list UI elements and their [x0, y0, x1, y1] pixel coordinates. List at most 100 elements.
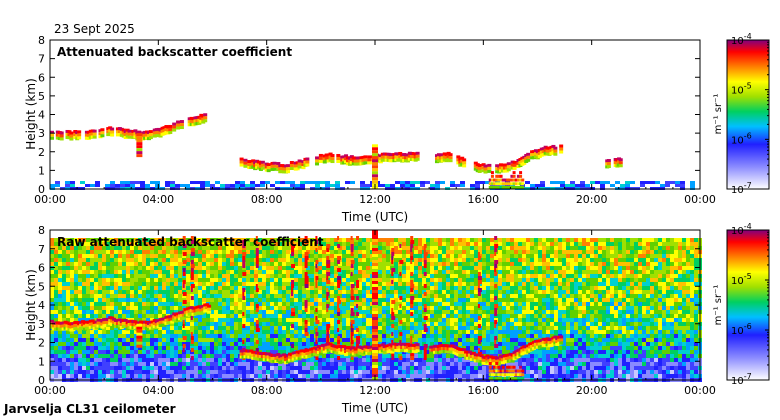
backscatter-cell: [482, 262, 486, 266]
backscatter-cell: [322, 238, 326, 242]
backscatter-cell: [210, 246, 214, 250]
backscatter-cell: [54, 306, 58, 310]
precip-cell: [499, 186, 503, 189]
backscatter-cell: [486, 314, 490, 318]
backscatter-cell: [266, 318, 270, 322]
backscatter-cell: [194, 366, 198, 370]
backscatter-cell: [406, 286, 410, 290]
backscatter-cell: [130, 266, 134, 270]
backscatter-cell: [334, 354, 338, 358]
backscatter-cell: [326, 238, 330, 242]
backscatter-cell: [94, 250, 98, 254]
fog-cell: [136, 145, 143, 149]
backscatter-cell: [266, 302, 270, 306]
backscatter-cell: [318, 314, 322, 318]
backscatter-cell: [254, 362, 258, 366]
cloud-cell: [295, 167, 300, 171]
backscatter-cell: [134, 362, 138, 366]
backscatter-cell: [134, 286, 138, 290]
backscatter-cell: [414, 358, 418, 362]
backscatter-cell: [86, 346, 90, 350]
backscatter-cell: [298, 250, 302, 254]
backscatter-cell: [466, 370, 470, 374]
backscatter-cell: [398, 250, 402, 254]
backscatter-cell: [386, 374, 390, 378]
backscatter-cell: [186, 290, 190, 294]
cloud-cell: [289, 164, 294, 168]
backscatter-cell: [154, 286, 158, 290]
precip-cell: [490, 182, 494, 186]
backscatter-cell: [230, 238, 234, 242]
backscatter-cell: [155, 181, 160, 184]
backscatter-cell: [330, 254, 334, 258]
backscatter-cell: [482, 374, 486, 378]
backscatter-cell: [150, 338, 154, 342]
backscatter-cell: [366, 250, 370, 254]
backscatter-cell: [142, 278, 146, 282]
backscatter-cell: [174, 258, 178, 262]
backscatter-cell: [462, 314, 466, 318]
backscatter-cell: [154, 358, 158, 362]
backscatter-cell: [298, 278, 302, 282]
backscatter-cell: [126, 298, 130, 302]
backscatter-cell: [446, 238, 450, 242]
backscatter-cell: [174, 310, 178, 314]
cloud-cell: [69, 137, 74, 141]
backscatter-cell: [122, 374, 126, 378]
backscatter-cell: [426, 362, 430, 366]
backscatter-cell: [150, 262, 154, 266]
precip-cell: [519, 178, 523, 182]
backscatter-cell: [286, 342, 290, 346]
colorbar-tick-label: 10-5: [731, 82, 752, 97]
backscatter-cell: [438, 330, 442, 334]
backscatter-cell: [406, 270, 410, 274]
backscatter-cell: [170, 302, 174, 306]
precip-cell: [519, 171, 523, 175]
backscatter-cell: [286, 370, 290, 374]
backscatter-cell: [222, 270, 226, 274]
cloud-cell: [286, 164, 291, 168]
backscatter-cell: [170, 274, 174, 278]
backscatter-cell: [362, 318, 366, 322]
backscatter-cell: [310, 310, 314, 314]
backscatter-cell: [134, 278, 138, 282]
cloud-cell: [266, 163, 271, 167]
backscatter-cell: [378, 286, 382, 290]
backscatter-cell: [330, 314, 334, 318]
backscatter-cell: [154, 262, 158, 266]
backscatter-cell: [358, 246, 362, 250]
backscatter-cell: [98, 286, 102, 290]
backscatter-cell: [262, 310, 266, 314]
backscatter-cell: [162, 374, 166, 378]
backscatter-cell: [186, 354, 190, 358]
backscatter-cell: [218, 250, 222, 254]
backscatter-cell: [366, 366, 370, 370]
backscatter-cell: [286, 350, 290, 354]
backscatter-cell: [282, 334, 286, 338]
backscatter-cell: [475, 184, 480, 187]
backscatter-cell: [106, 282, 110, 286]
backscatter-cell: [330, 286, 334, 290]
backscatter-cell: [74, 246, 78, 250]
backscatter-cell: [242, 278, 246, 282]
backscatter-cell: [382, 254, 386, 258]
backscatter-cell: [178, 278, 182, 282]
backscatter-cell: [386, 302, 390, 306]
backscatter-cell: [102, 270, 106, 274]
backscatter-cell: [102, 342, 106, 346]
backscatter-cell: [58, 370, 62, 374]
backscatter-cell: [330, 282, 334, 286]
backscatter-cell: [286, 246, 290, 250]
backscatter-cell: [302, 326, 306, 330]
backscatter-cell: [198, 338, 202, 342]
backscatter-cell: [122, 370, 126, 374]
precip-cell: [514, 182, 518, 186]
backscatter-cell: [218, 370, 222, 374]
backscatter-cell: [174, 366, 178, 370]
backscatter-cell: [410, 322, 414, 326]
backscatter-cell: [386, 238, 390, 242]
backscatter-cell: [394, 238, 398, 242]
backscatter-cell: [242, 318, 246, 322]
x-tick-label: 08:00: [251, 193, 283, 206]
backscatter-cell: [62, 306, 66, 310]
